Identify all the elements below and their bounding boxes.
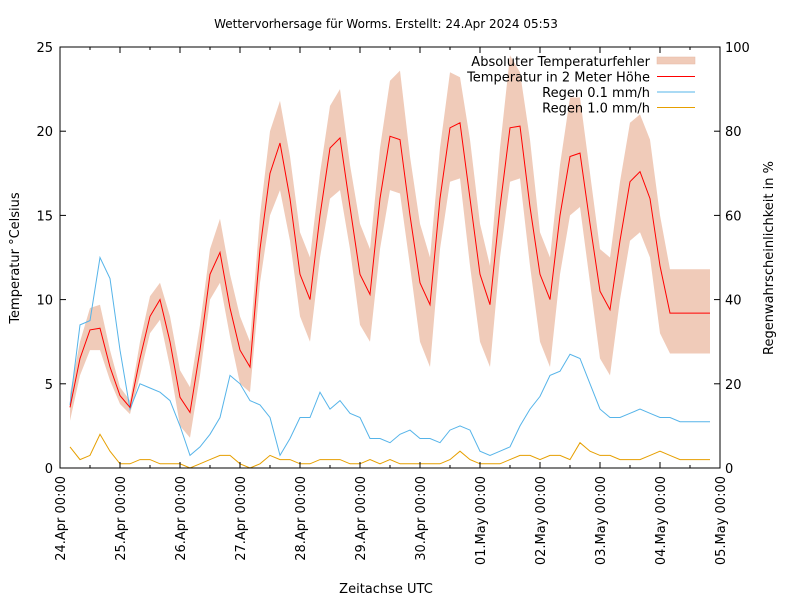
temperature-error-band xyxy=(70,55,710,438)
x-axis-tick-labels: 24.Apr 00:00 25.Apr 00:00 26.Apr 00:00 27.A… xyxy=(54,476,729,565)
x-tick-label: 04.May 00:00 xyxy=(654,476,669,565)
temperature-line xyxy=(69,122,710,414)
y2-tick-label: 0 xyxy=(725,462,733,477)
y-tick-label: 5 xyxy=(45,378,53,393)
y2-tick-label: 40 xyxy=(725,294,742,309)
y2-tick-label: 80 xyxy=(725,125,742,140)
x-tick-label: 26.Apr 00:00 xyxy=(174,476,189,561)
y-tick-label: 25 xyxy=(36,41,53,56)
x-axis-label: Zeitachse UTC xyxy=(339,582,433,597)
y2-tick-label: 60 xyxy=(725,209,742,224)
chart-title: Wettervorhersage für Worms. Erstellt: 24… xyxy=(214,17,558,31)
legend-swatch-band xyxy=(656,56,696,65)
x-tick-label: 27.Apr 00:00 xyxy=(234,476,249,561)
legend-label: Temperatur in 2 Meter Höhe xyxy=(466,71,650,86)
x-tick-label: 24.Apr 00:00 xyxy=(54,476,69,561)
x-tick-label: 30.Apr 00:00 xyxy=(414,476,429,561)
y2-tick-label: 20 xyxy=(725,378,742,393)
y2-tick-label: 100 xyxy=(725,41,750,56)
y-tick-label: 10 xyxy=(36,294,53,309)
y2-axis-tick-labels: 0 20 40 60 80 100 xyxy=(725,41,750,477)
x-tick-label: 02.May 00:00 xyxy=(534,476,549,565)
x-tick-label: 25.Apr 00:00 xyxy=(114,476,129,561)
y-tick-label: 15 xyxy=(36,209,53,224)
x-tick-label: 05.May 00:00 xyxy=(714,476,729,565)
x-tick-label: 03.May 00:00 xyxy=(594,476,609,565)
temperature-error-band-layer xyxy=(70,55,710,438)
y-tick-label: 20 xyxy=(36,125,53,140)
x-tick-label: 28.Apr 00:00 xyxy=(294,476,309,561)
legend-label: Regen 0.1 mm/h xyxy=(542,86,650,101)
legend-label: Regen 1.0 mm/h xyxy=(542,102,650,117)
series-lines-layer xyxy=(69,122,710,469)
y-axis-label: Temperatur °Celsius xyxy=(8,192,23,325)
rain-0-1-line xyxy=(69,255,710,457)
y-axis-tick-labels: 0 5 10 15 20 25 xyxy=(36,41,53,477)
y-tick-label: 0 xyxy=(45,462,53,477)
rain-1-0-line xyxy=(69,433,710,469)
y2-axis-label: Regenwahrscheinlichkeit in % xyxy=(762,161,777,355)
legend-label: Absoluter Temperaturfehler xyxy=(471,55,650,70)
x-tick-label: 01.May 00:00 xyxy=(474,476,489,565)
axis-ticks xyxy=(59,46,721,469)
x-tick-label: 29.Apr 00:00 xyxy=(354,476,369,561)
